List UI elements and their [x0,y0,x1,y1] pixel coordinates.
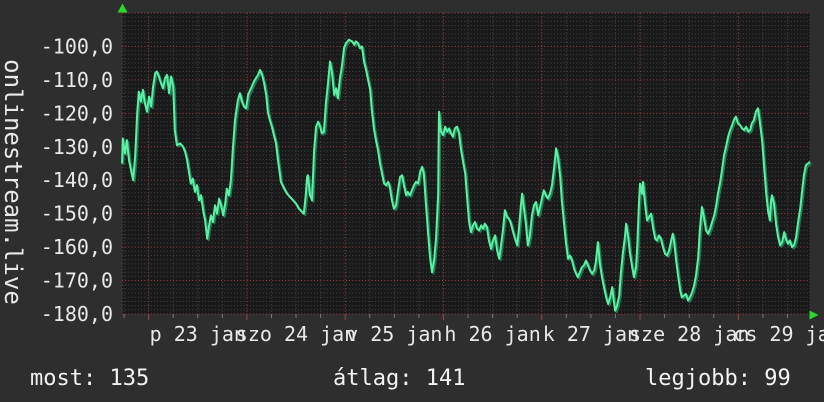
y-axis-tick-label: -170,0 [41,269,113,293]
x-axis-day-label: p 23 jan [150,322,246,346]
data-series [121,38,813,314]
y-axis-labels: -100,0 -110,0 -120,0 -130,0 -140,0 -150,0 -160… [41,34,113,326]
series-line [121,38,811,312]
y-axis-arrow-icon [117,3,128,13]
y-axis-tick-label: -180,0 [41,302,113,326]
y-axis-tick-label: -120,0 [41,101,113,125]
stat-most: most: 135 [30,366,149,391]
stat-most-value: 135 [109,366,150,391]
stat-atlag-label: átlag: [333,366,413,391]
axis-ticks [123,314,788,320]
x-axis-day-label: cs 29 jan [733,322,824,346]
x-axis-arrow-icon [809,310,819,320]
stat-atlag-value: 141 [425,366,466,391]
vertical-axis-title: onlinestream.live [0,59,27,305]
y-axis-tick-label: -160,0 [41,235,113,259]
stat-legjobb-value: 99 [764,366,791,391]
x-axis-day-label: k 27 jan [543,322,639,346]
stat-legjobb-label: legjobb: [645,366,751,391]
y-axis-tick-label: -150,0 [41,202,113,226]
stat-legjobb: legjobb: 99 [645,366,791,391]
stat-atlag: átlag: 141 [333,366,465,391]
x-axis-day-label: sze 28 jan [629,322,749,346]
y-axis-tick-label: -110,0 [41,68,113,92]
x-axis-day-label: v 25 jan [346,322,442,346]
x-axis-day-label: h 26 jan [444,322,540,346]
y-axis-tick-label: -130,0 [41,135,113,159]
y-axis-tick-label: -140,0 [41,168,113,192]
y-axis-tick-label: -100,0 [41,34,113,58]
x-axis-day-label: szo 24 jan [236,322,356,346]
stat-most-label: most: [30,366,97,391]
